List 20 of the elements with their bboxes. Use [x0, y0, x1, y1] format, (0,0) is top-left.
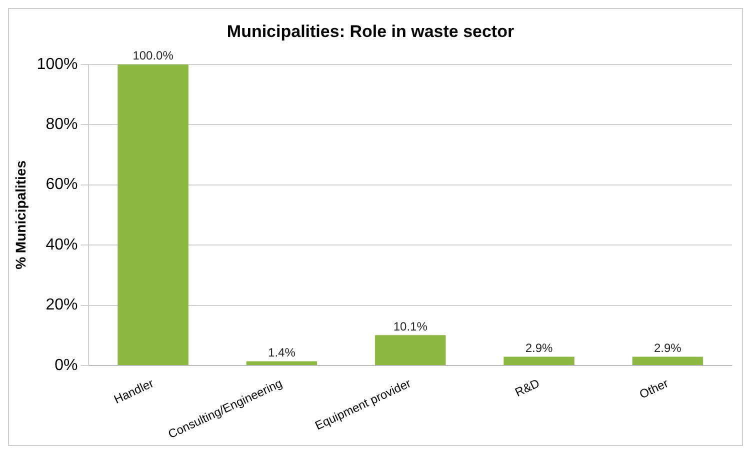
- data-label: 1.4%: [268, 346, 296, 360]
- x-tick-label: Other: [637, 376, 670, 402]
- chart-title: Municipalities: Role in waste sector: [226, 22, 514, 41]
- bar: [632, 356, 704, 366]
- data-label: 100.0%: [132, 48, 174, 63]
- bar: [118, 64, 188, 366]
- y-tick-label: 60%: [46, 176, 78, 194]
- y-tick-label: 40%: [46, 236, 78, 254]
- y-tick-label: 0%: [54, 356, 78, 374]
- x-tick-label: R&D: [512, 376, 542, 400]
- bar: [374, 335, 446, 366]
- data-label: 2.9%: [525, 341, 554, 356]
- y-tick-label: 100%: [36, 56, 78, 73]
- bar: [246, 361, 318, 366]
- bar: [504, 356, 574, 366]
- data-label: 10.1%: [393, 319, 428, 334]
- y-axis-title: % Municipalities: [12, 160, 28, 270]
- y-tick-label: 80%: [46, 116, 78, 134]
- y-tick-label: 20%: [46, 296, 78, 314]
- data-label: 2.9%: [654, 341, 682, 356]
